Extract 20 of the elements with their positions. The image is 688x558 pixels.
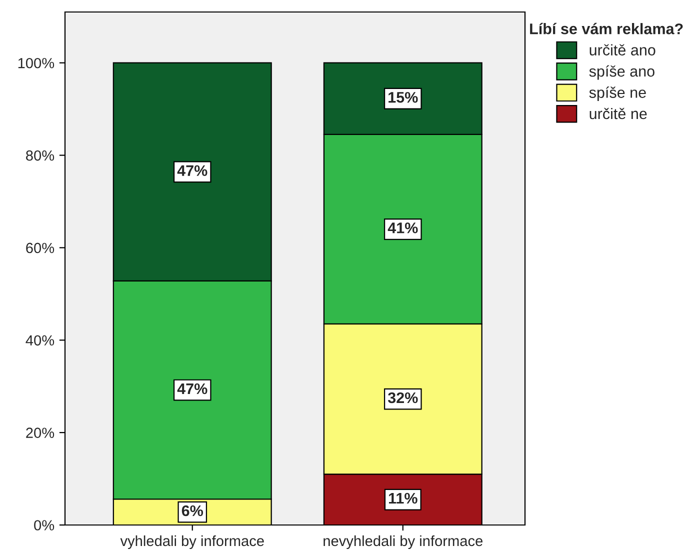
data-label: 32% bbox=[388, 392, 418, 404]
x-tick-label: vyhledali by informace bbox=[120, 535, 264, 550]
data-label: 47% bbox=[177, 383, 208, 394]
legend-label: spíše ne bbox=[589, 86, 646, 101]
y-tick-label: 60% bbox=[26, 242, 54, 254]
y-tick-label: 100% bbox=[18, 58, 54, 68]
legend-title: Líbí se vám reklama? bbox=[530, 22, 683, 34]
data-label: 41% bbox=[388, 222, 418, 234]
legend-label: určitě ne bbox=[590, 108, 647, 120]
legend-label: spíše ano bbox=[589, 65, 654, 80]
y-tick-label: 80% bbox=[26, 150, 54, 161]
data-label: 15% bbox=[388, 92, 418, 103]
x-tick-label: nevyhledali by informace bbox=[324, 535, 483, 550]
data-label: 11% bbox=[388, 492, 418, 504]
data-label: 6% bbox=[182, 505, 204, 516]
y-tick-label: 40% bbox=[26, 335, 54, 346]
data-label: 47% bbox=[177, 165, 208, 176]
y-tick-label: 0% bbox=[34, 520, 54, 530]
y-tick-label: 20% bbox=[26, 428, 54, 438]
legend-label: určitě ano bbox=[590, 44, 656, 56]
